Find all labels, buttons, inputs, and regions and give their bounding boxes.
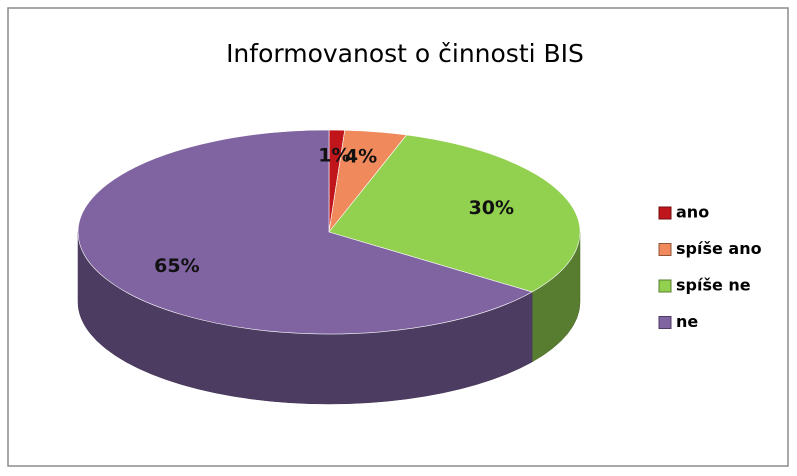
data-label: 4% [345,146,377,168]
legend-label: spíše ne [676,276,751,295]
legend-swatch [658,316,672,329]
data-label: 30% [469,197,514,219]
legend-swatch [658,243,672,256]
legend-label: ne [676,312,698,331]
legend-label: ano [676,203,709,222]
data-label: 65% [154,255,199,277]
legend-swatch [658,206,672,220]
data-label: 1% [318,144,350,166]
legend-label: spíše ano [676,239,762,258]
chart-title: Informovanost o činnosti BIS [226,39,584,68]
slice [328,134,581,293]
slice [77,129,533,335]
legend-swatch [658,279,672,293]
